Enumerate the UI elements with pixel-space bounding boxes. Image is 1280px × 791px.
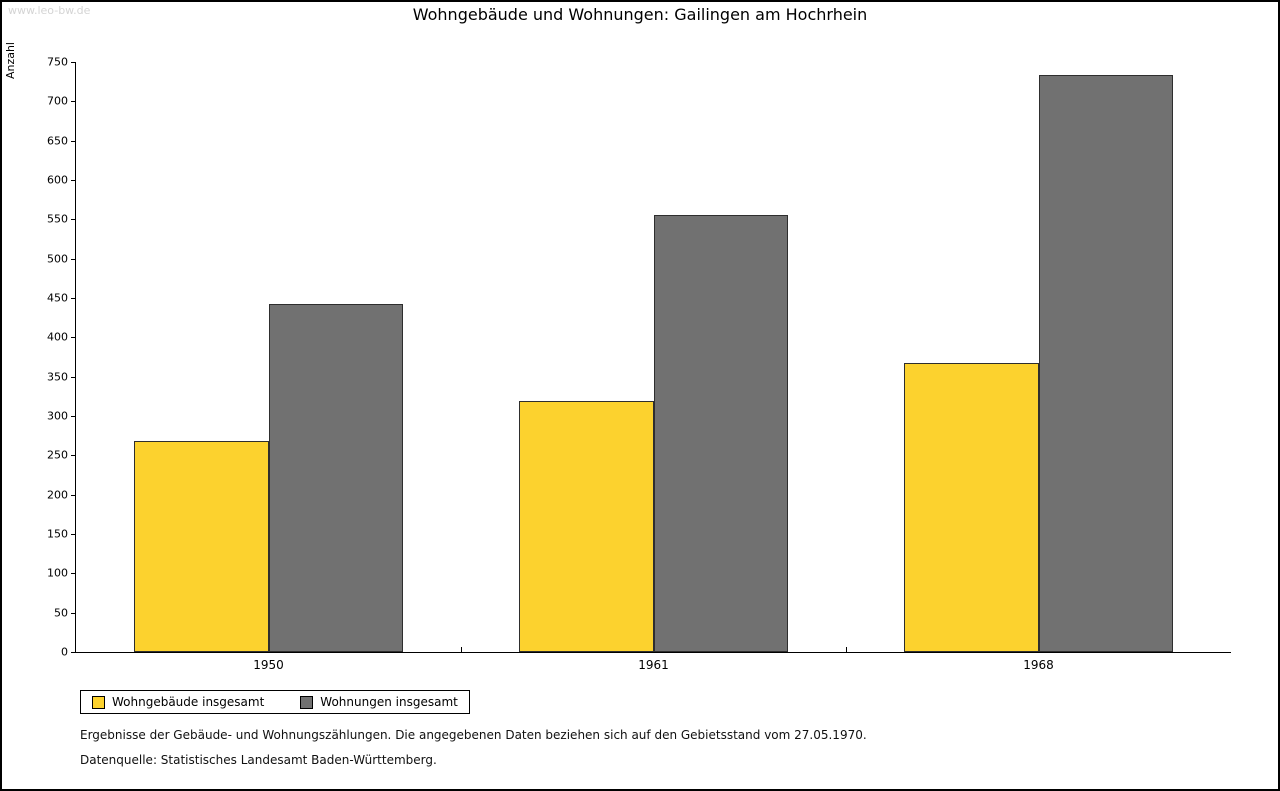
bar-series0-1968: [903, 363, 1039, 652]
plot-area: 0 50 100 150 200 250 300 350 400 450 500 550 600 650 7…: [47, 56, 1231, 672]
y-tick-mark: [71, 62, 76, 63]
y-axis-label: Anzahl: [4, 42, 17, 80]
y-tick-mark: [71, 534, 76, 535]
x-tick-label: 1968: [1023, 658, 1054, 672]
legend-swatch: [92, 695, 105, 709]
bar-series1-1968: [1038, 75, 1174, 652]
y-tick-label: 50: [54, 606, 68, 620]
y-tick-mark: [71, 298, 76, 299]
y-tick-mark: [71, 652, 76, 653]
y-tick-label: 100: [47, 566, 68, 580]
bar-series0-1961: [518, 401, 654, 652]
y-tick-mark: [71, 612, 76, 614]
x-tick-label: 1950: [253, 658, 284, 672]
chart-title: Wohngebäude und Wohnungen: Gailingen am …: [412, 5, 868, 24]
y-tick-mark: [71, 337, 76, 339]
footnote-data-source: Datenquelle: Statistisches Landesamt Bad…: [80, 753, 437, 767]
y-tick-mark: [71, 416, 76, 417]
y-tick-mark: [71, 219, 76, 221]
y-tick-mark: [71, 180, 76, 181]
y-tick-label: 400: [47, 330, 68, 344]
y-tick-mark: [71, 140, 76, 142]
y-tick-label: 300: [47, 409, 68, 423]
legend-label: Wohnungen insgesamt: [320, 695, 458, 709]
legend-label: Wohngebäude insgesamt: [112, 695, 265, 709]
legend-swatch: [300, 695, 314, 709]
y-tick-label: 600: [47, 173, 68, 187]
y-tick-label: 550: [47, 212, 68, 226]
y-tick-label: 150: [47, 527, 68, 541]
y-tick-label: 750: [47, 55, 68, 69]
y-tick-mark: [71, 494, 76, 496]
bar-series1-1961: [653, 215, 789, 652]
y-tick-mark: [71, 455, 76, 457]
y-tick-label: 200: [47, 488, 68, 502]
y-tick-label: 500: [47, 252, 68, 266]
y-tick-label: 0: [61, 645, 68, 659]
footnote-source-note: Ergebnisse der Gebäude- und Wohnungszähl…: [80, 728, 867, 742]
x-tick-label: 1961: [638, 658, 669, 672]
bar-series0-1950: [133, 441, 269, 652]
y-tick-label: 350: [47, 370, 68, 384]
y-tick-label: 450: [47, 291, 68, 305]
y-tick-label: 700: [47, 94, 68, 108]
y-tick-mark: [71, 101, 76, 103]
x-tick-mark: [846, 647, 847, 652]
y-tick-mark: [71, 573, 76, 575]
x-tick-mark: [461, 647, 462, 652]
y-tick-mark: [71, 376, 76, 378]
bar-series1-1950: [268, 303, 404, 652]
legend: Wohngebäude insgesamt Wohnungen insgesamt: [80, 690, 470, 714]
watermark: www.leo-bw.de: [8, 4, 91, 17]
y-tick-mark: [71, 258, 76, 260]
legend-item: Wohnungen insgesamt: [300, 695, 458, 709]
y-tick-label: 650: [47, 134, 68, 148]
y-tick-label: 250: [47, 448, 68, 462]
legend-item: Wohngebäude insgesamt: [92, 695, 264, 709]
